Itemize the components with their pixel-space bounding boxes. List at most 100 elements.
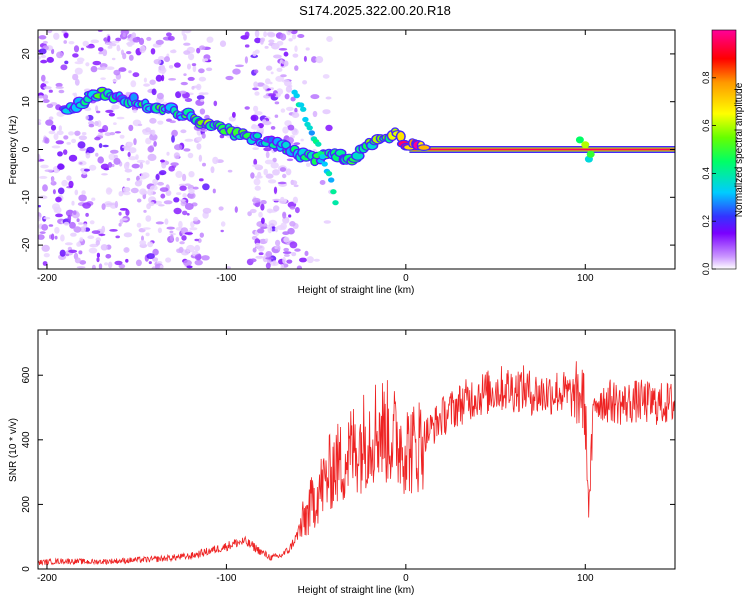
noise-blob (111, 40, 120, 44)
noise-blob (43, 216, 51, 220)
noise-blob (187, 152, 194, 159)
spectrogram-y-tick-label: 10 (21, 96, 32, 108)
noise-blob (265, 238, 269, 242)
noise-blob (55, 82, 63, 88)
noise-blob (132, 109, 138, 113)
noise-blob (95, 152, 99, 157)
noise-blob (197, 136, 202, 142)
snr-panel: -200 -100 0 100 0 200 400 600 Height of straig… (8, 329, 676, 596)
noise-blob (252, 87, 259, 91)
noise-blob (291, 180, 298, 186)
noise-blob (283, 51, 289, 57)
noise-blob (186, 213, 190, 216)
noise-blob (56, 51, 64, 59)
noise-blob (213, 100, 218, 107)
spectrogram-y-tick-label: -10 (21, 190, 32, 205)
noise-blob (143, 77, 147, 83)
noise-blob (128, 124, 134, 132)
noise-blob (188, 53, 195, 61)
spectrogram-x-tick-label: -200 (37, 273, 57, 284)
noise-blob (282, 211, 287, 219)
spectrogram-y-axis: -20 -10 0 10 20 (21, 48, 675, 252)
spectrogram-y-label: Frequency (Hz) (8, 116, 19, 185)
noise-blob (51, 176, 55, 184)
noise-blob (176, 192, 182, 196)
colorbar-gradient (711, 29, 737, 270)
noise-blob (38, 56, 41, 60)
noise-blob (91, 230, 101, 235)
noise-blob (80, 47, 84, 51)
noise-blob (193, 216, 199, 222)
noise-blob (276, 67, 283, 73)
noise-blob (123, 162, 130, 170)
noise-blob (105, 187, 112, 195)
noise-blob (113, 154, 118, 159)
noise-blob (280, 263, 285, 269)
noise-blob (68, 41, 75, 45)
noise-blob (282, 126, 289, 134)
noise-blob (114, 131, 121, 134)
noise-blob (326, 36, 333, 42)
noise-blob (100, 244, 108, 251)
noise-blob (283, 253, 290, 257)
noise-blob (270, 261, 279, 267)
noise-blob (182, 193, 187, 199)
noise-blob (305, 162, 311, 167)
noise-blob (38, 195, 48, 200)
secondary-ridge-blob (315, 141, 322, 147)
noise-blob (175, 170, 183, 178)
noise-blob (55, 213, 63, 218)
noise-blob (265, 257, 274, 260)
noise-blob (123, 147, 131, 151)
noise-blob (38, 234, 44, 240)
noise-blob (212, 188, 216, 194)
noise-blob (122, 186, 131, 193)
noise-blob (94, 136, 101, 141)
noise-blob (187, 76, 195, 81)
noise-blob (153, 141, 157, 147)
noise-blob (41, 244, 50, 252)
noise-blob (143, 209, 147, 213)
secondary-ridge-blob (321, 161, 328, 167)
spectrogram-x-axis: -200 -100 0 100 (37, 30, 594, 284)
noise-blob (244, 31, 250, 38)
secondary-ridge-blob (328, 177, 335, 183)
noise-blob (275, 75, 285, 82)
noise-blob (169, 120, 176, 124)
noise-blob (187, 63, 191, 70)
noise-blob (134, 180, 142, 187)
noise-blob (152, 179, 158, 184)
noise-blob (167, 35, 175, 41)
noise-blob (38, 158, 45, 162)
noise-blob (148, 201, 155, 207)
noise-blob (46, 103, 54, 108)
noise-blob (89, 220, 95, 225)
ridge-feature (575, 136, 584, 144)
noise-blob (81, 132, 87, 136)
noise-blob (292, 196, 298, 204)
snr-y-tick-label: 400 (21, 431, 32, 448)
noise-blob (128, 54, 134, 61)
noise-blob (107, 45, 113, 49)
noise-blob (294, 65, 299, 71)
noise-blob (42, 94, 49, 100)
noise-blob (82, 40, 89, 47)
noise-blob (262, 255, 269, 263)
noise-blob (102, 49, 108, 57)
noise-blob (135, 154, 139, 161)
noise-blob (74, 67, 83, 75)
noise-blob (42, 184, 48, 192)
noise-blob (40, 59, 48, 64)
noise-blob (158, 204, 165, 207)
noise-blob (122, 52, 127, 60)
secondary-ridge-blob (319, 154, 326, 160)
noise-blob (57, 163, 65, 170)
noise-blob (39, 231, 46, 235)
noise-blob (256, 128, 263, 133)
noise-blob (122, 145, 128, 149)
noise-blob (101, 203, 106, 211)
secondary-ridge-blob (300, 106, 307, 112)
noise-blob (45, 119, 54, 126)
noise-blob (106, 203, 115, 206)
noise-blob (280, 74, 287, 78)
